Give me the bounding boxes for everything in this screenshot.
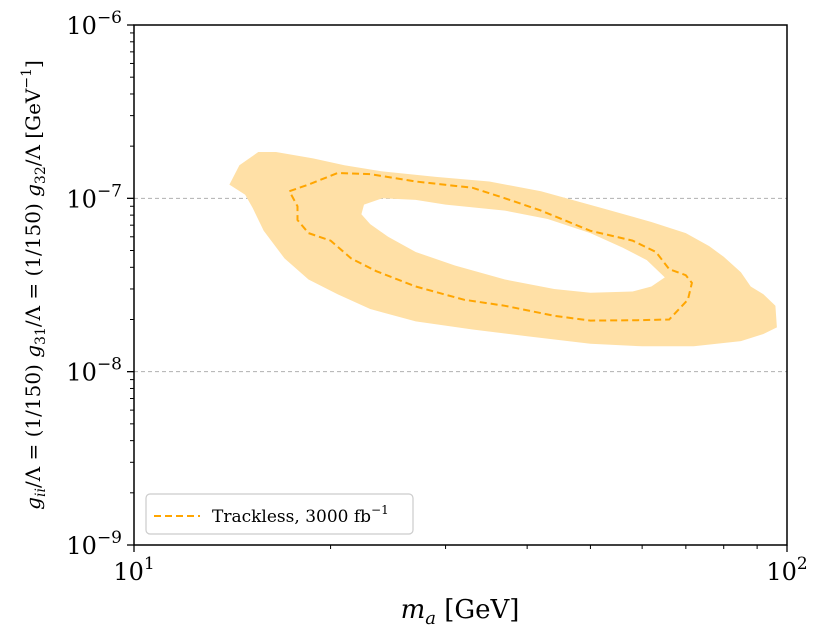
- legend-label: Trackless, 3000 fb−1: [212, 503, 389, 527]
- grid-lines: [134, 197, 787, 373]
- y-tick-label: 10−6: [66, 8, 122, 40]
- legend: Trackless, 3000 fb−1: [145, 493, 414, 535]
- y-tick-label: 10−9: [66, 528, 122, 560]
- axis-tick-labels: 10−9 10−8 10−7 10−6 101 102: [66, 8, 807, 586]
- x-tick-label: 102: [766, 554, 807, 586]
- legend-label-lumi: 3000 fb: [305, 507, 371, 527]
- y-tick-label: 10−8: [66, 355, 122, 387]
- axis-ticks: [127, 24, 788, 552]
- x-axis-title: ma [GeV]: [401, 595, 520, 629]
- trackless-band: [229, 152, 777, 347]
- trackless-3000fb-contour: [288, 171, 693, 322]
- legend-box: [145, 493, 414, 535]
- y-tick-label: 10−7: [66, 181, 122, 213]
- svg-text:gii/Λ = (1/150) g31/Λ = (1/150: gii/Λ = (1/150) g31/Λ = (1/150) g32/Λ [G…: [19, 60, 49, 510]
- legend-label-exp: −1: [371, 503, 389, 517]
- y-axis-title: gii/Λ = (1/150) g31/Λ = (1/150) g32/Λ [G…: [19, 60, 49, 510]
- plot-frame: [133, 24, 788, 546]
- legend-label-main: Trackless,: [212, 507, 300, 527]
- x-tick-label: 101: [113, 554, 154, 586]
